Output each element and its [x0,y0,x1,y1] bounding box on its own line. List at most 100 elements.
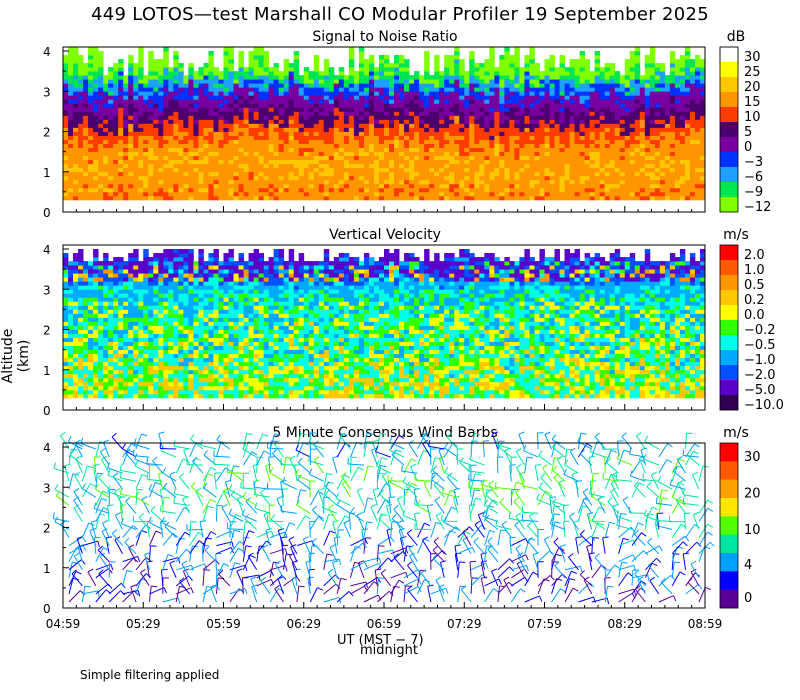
snr-cell [619,187,626,193]
velocity-cell [98,361,104,367]
snr-cell [464,187,470,193]
snr-cell [689,167,696,173]
snr-cell [654,67,661,72]
snr-cell [509,75,515,80]
snr-cell [514,135,520,140]
velocity-cell [128,257,134,262]
snr-cell [529,99,535,104]
snr-cell [489,71,495,76]
snr-cell [499,91,505,96]
snr-cell [78,79,84,84]
snr-cell [323,107,330,112]
snr-cell [444,71,450,76]
snr-cell [609,163,616,169]
snr-cell [479,195,485,201]
snr-cell [649,91,656,96]
velocity-cell [103,369,109,375]
snr-cell [484,87,490,92]
velocity-cell [118,285,124,290]
snr-cell [203,91,209,96]
snr-cell [644,103,651,108]
snr-cell [469,175,475,181]
snr-cell [699,195,706,201]
snr-cell [449,187,455,193]
snr-cell [474,99,480,104]
snr-cell [73,59,79,64]
snr-cell [293,143,300,149]
snr-cell [233,179,239,185]
snr-cell [469,127,475,132]
snr-cell [509,135,515,140]
snr-cell [459,95,465,100]
snr-cell [163,195,169,201]
snr-cell [68,191,74,197]
snr-cell [684,155,691,161]
snr-cell [619,171,626,177]
snr-cell [599,91,606,96]
snr-cell [178,135,184,140]
snr-cell [569,91,575,96]
snr-cell [494,87,500,92]
snr-cell [218,151,224,157]
snr-cell [148,67,154,72]
velocity-cell [73,361,79,367]
snr-cell [348,107,355,112]
snr-cell [609,195,616,201]
snr-cell [278,83,285,88]
snr-cell [474,119,480,124]
snr-cell [373,159,380,165]
snr-cell [348,127,355,132]
snr-cell [153,91,159,96]
snr-cell [514,63,520,68]
snr-cell [634,135,641,140]
snr-cell [118,175,124,181]
snr-cell [664,123,671,128]
colorbar-unit-velocity: m/s [723,227,749,243]
snr-cell [434,87,440,92]
snr-cell [243,111,249,116]
snr-cell [394,63,400,68]
colorbar-unit-snr: dB [726,29,746,45]
snr-cell [584,103,591,108]
snr-cell [138,119,144,124]
snr-cell [469,159,475,165]
snr-cell [128,147,134,153]
snr-cell [223,91,229,96]
snr-cell [389,191,395,197]
snr-cell [73,111,79,116]
snr-cell [103,87,109,92]
snr-cell [659,167,666,173]
snr-cell [263,187,270,193]
snr-cell [213,135,219,140]
snr-cell [243,75,249,80]
snr-cell [373,175,380,181]
velocity-cell [93,377,99,383]
snr-cell [358,91,365,96]
snr-cell [504,131,510,136]
snr-cell [238,51,244,56]
snr-cell [559,111,565,116]
snr-cell [604,143,611,149]
snr-cell [694,167,701,173]
snr-cell [454,123,460,128]
snr-cell [439,183,445,189]
snr-cell [624,59,631,64]
snr-cell [439,131,445,136]
snr-cell [163,191,169,197]
snr-cell [654,99,661,104]
snr-cell [68,183,74,189]
snr-cell [454,115,460,120]
snr-cell [559,139,565,144]
snr-cell [449,75,455,80]
snr-cell [674,191,681,197]
snr-cell [363,87,370,92]
snr-cell [343,179,350,185]
snr-cell [83,75,89,80]
snr-cell [228,147,234,153]
snr-cell [378,127,385,132]
snr-cell [414,123,420,128]
snr-cell [454,95,460,100]
snr-cell [459,195,465,201]
snr-cell [419,195,425,201]
snr-cell [163,143,169,149]
